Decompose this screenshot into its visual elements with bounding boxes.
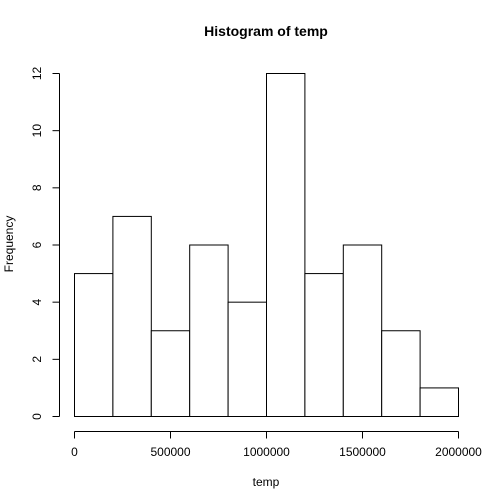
y-tick-label: 6 <box>30 241 44 248</box>
histogram-bar <box>419 387 460 417</box>
histogram-bar <box>74 273 114 418</box>
x-tick-label: 1500000 <box>339 445 386 459</box>
x-axis-label: temp <box>253 475 280 489</box>
x-tick-label: 500000 <box>150 445 190 459</box>
histogram-bar <box>381 330 421 417</box>
x-axis: 0 500000 1000000 1500000 2000000 <box>71 431 482 459</box>
x-tick-label: 2000000 <box>435 445 482 459</box>
histogram-bar <box>112 215 152 417</box>
y-axis: 0 2 4 6 8 10 12 <box>30 67 60 420</box>
y-tick-label: 10 <box>30 124 44 138</box>
x-tick-label: 0 <box>71 445 78 459</box>
histogram-bar <box>266 73 306 417</box>
histogram-bar <box>189 244 229 417</box>
y-tick-label: 4 <box>30 299 44 306</box>
x-tick-label: 1000000 <box>243 445 290 459</box>
histogram-bar <box>150 330 191 417</box>
bars <box>74 73 460 418</box>
histogram-bar <box>227 301 268 417</box>
y-tick-label: 12 <box>30 67 44 81</box>
y-axis-label: Frequency <box>2 216 16 273</box>
y-tick-label: 2 <box>30 356 44 363</box>
y-tick-label: 8 <box>30 184 44 191</box>
y-tick-label: 0 <box>30 413 44 420</box>
chart-title: Histogram of temp <box>204 23 328 39</box>
histogram-bar <box>342 244 383 417</box>
histogram-bar <box>304 273 344 418</box>
